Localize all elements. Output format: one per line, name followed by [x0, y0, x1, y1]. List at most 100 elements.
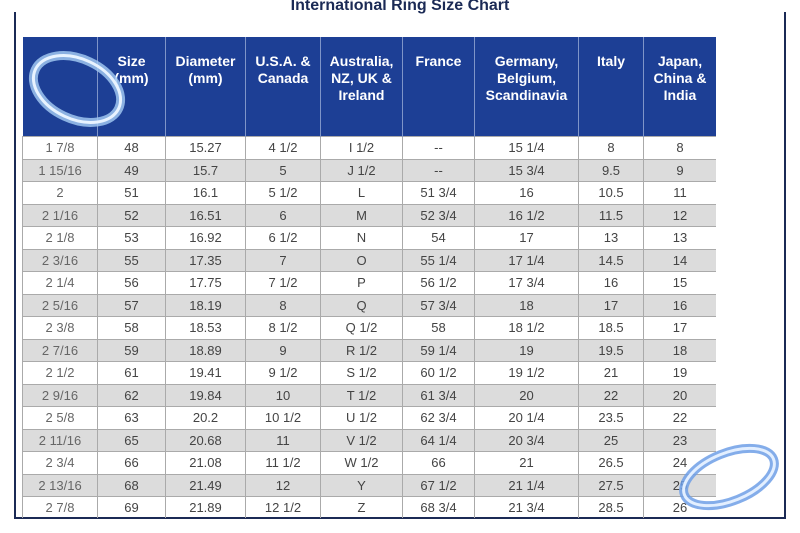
table-cell: 68 [97, 473, 166, 497]
table-cell: 2 5/16 [22, 293, 98, 317]
table-cell: 9.5 [578, 158, 644, 182]
table-cell: 21.08 [165, 451, 246, 475]
table-cell: 55 1/4 [402, 248, 475, 272]
table-cell: 69 [97, 496, 166, 518]
table-cell: 15 1/4 [474, 136, 579, 160]
table-cell: O [320, 248, 403, 272]
table-cell: 54 [402, 226, 475, 250]
table-cell: 17 1/4 [474, 248, 579, 272]
table-cell: 10.5 [578, 181, 644, 205]
header-cell: Size (mm) [97, 37, 166, 137]
table-cell: 16 [643, 293, 716, 317]
table-cell: 61 [97, 361, 166, 385]
header-cell: Australia, NZ, UK & Ireland [320, 37, 403, 137]
table-cell: 56 [97, 271, 166, 295]
table-cell: 18.19 [165, 293, 246, 317]
table-cell: 2 13/16 [22, 473, 98, 497]
table-cell: 2 1/8 [22, 226, 98, 250]
table-cell: 60 1/2 [402, 361, 475, 385]
table-cell: 21.89 [165, 496, 246, 518]
table-cell: 11 1/2 [245, 451, 321, 475]
table-cell: 12 [245, 473, 321, 497]
table-cell: 58 [97, 316, 166, 340]
table-cell: 17 [474, 226, 579, 250]
table-row: 2 5/16 57 18.19 8 Q 57 3/4 18 17 16 [22, 293, 716, 317]
table-cell: J 1/2 [320, 158, 403, 182]
table-cell: 22 [643, 406, 716, 430]
table-cell: 5 [245, 158, 321, 182]
header-cell: Germany, Belgium, Scandinavia [474, 37, 579, 137]
table-row: 2 1/2 61 19.41 9 1/2 S 1/2 60 1/2 19 1/2 21 19 [22, 361, 716, 385]
table-cell: 51 3/4 [402, 181, 475, 205]
table-cell: 7 [245, 248, 321, 272]
table-cell: 19.41 [165, 361, 246, 385]
frame [14, 12, 786, 519]
table-cell: 23 [643, 428, 716, 452]
table-cell: 9 1/2 [245, 361, 321, 385]
table-cell: 59 [97, 338, 166, 362]
table-cell: 26.5 [578, 451, 644, 475]
table-container: Size (mm) Diameter (mm) U.S.A. & Canada Aus… [22, 37, 716, 518]
table-cell: 12 [643, 203, 716, 227]
table-cell: 7 1/2 [245, 271, 321, 295]
table-cell: 6 [245, 203, 321, 227]
table-cell: 8 [643, 136, 716, 160]
table-row: 2 1/16 52 16.51 6 M 52 3/4 16 1/2 11.5 12 [22, 203, 716, 227]
table-row: 2 5/8 63 20.2 10 1/2 U 1/2 62 3/4 20 1/4 23.5 22 [22, 406, 716, 430]
table-cell: 16 [578, 271, 644, 295]
table-cell: 2 5/8 [22, 406, 98, 430]
table-cell: 11 [643, 181, 716, 205]
title: International Ring Size Chart [290, 0, 510, 14]
table-cell: 2 3/4 [22, 451, 98, 475]
table-cell: 58 [402, 316, 475, 340]
table-cell: 63 [97, 406, 166, 430]
table-cell: 65 [97, 428, 166, 452]
table-cell: 15 [643, 271, 716, 295]
table-cell: 64 1/4 [402, 428, 475, 452]
table-cell: 21 3/4 [474, 496, 579, 518]
table-cell: 6 1/2 [245, 226, 321, 250]
table-cell: 53 [97, 226, 166, 250]
table-cell: U 1/2 [320, 406, 403, 430]
table-cell: 18.5 [578, 316, 644, 340]
table-cell: 17 [643, 316, 716, 340]
table-cell: S 1/2 [320, 361, 403, 385]
table-cell: 17.35 [165, 248, 246, 272]
table-cell: 2 11/16 [22, 428, 98, 452]
table-cell: 2 7/8 [22, 496, 98, 518]
table-row: 2 1/4 56 17.75 7 1/2 P 56 1/2 17 3/4 16 15 [22, 271, 716, 295]
table-cell: 2 1/16 [22, 203, 98, 227]
table-cell: W 1/2 [320, 451, 403, 475]
ring-icon [28, 51, 126, 127]
table-cell: 51 [97, 181, 166, 205]
table-row: 2 51 16.1 5 1/2 L 51 3/4 16 10.5 11 [22, 181, 716, 205]
table-cell: 15 3/4 [474, 158, 579, 182]
table-cell: 1 15/16 [22, 158, 98, 182]
table-cell: 20 [474, 383, 579, 407]
table-cell: 27.5 [578, 473, 644, 497]
table-cell: 1 7/8 [22, 136, 98, 160]
table-cell: 12 1/2 [245, 496, 321, 518]
table-cell: 62 3/4 [402, 406, 475, 430]
table-cell: 10 [245, 383, 321, 407]
table-cell: 49 [97, 158, 166, 182]
table-row: 2 11/16 65 20.68 11 V 1/2 64 1/4 20 3/4 25 23 [22, 428, 716, 452]
table-row: 2 3/8 58 18.53 8 1/2 Q 1/2 58 18 1/2 18.5 17 [22, 316, 716, 340]
table-cell: -- [402, 136, 475, 160]
table-cell: Z [320, 496, 403, 518]
table-cell: 19 1/2 [474, 361, 579, 385]
table-cell: Q 1/2 [320, 316, 403, 340]
table-row: 2 9/16 62 19.84 10 T 1/2 61 3/4 20 22 20 [22, 383, 716, 407]
table-cell: 18 [474, 293, 579, 317]
table-cell: 16.1 [165, 181, 246, 205]
table-cell: 21.49 [165, 473, 246, 497]
table-cell: 62 [97, 383, 166, 407]
table-cell: 2 3/8 [22, 316, 98, 340]
header-cell: Italy [578, 37, 644, 137]
table-cell: 2 7/16 [22, 338, 98, 362]
table-cell: 23.5 [578, 406, 644, 430]
table-cell: 57 [97, 293, 166, 317]
table-row: 2 7/16 59 18.89 9 R 1/2 59 1/4 19 19.5 18 [22, 338, 716, 362]
table-cell: Y [320, 473, 403, 497]
